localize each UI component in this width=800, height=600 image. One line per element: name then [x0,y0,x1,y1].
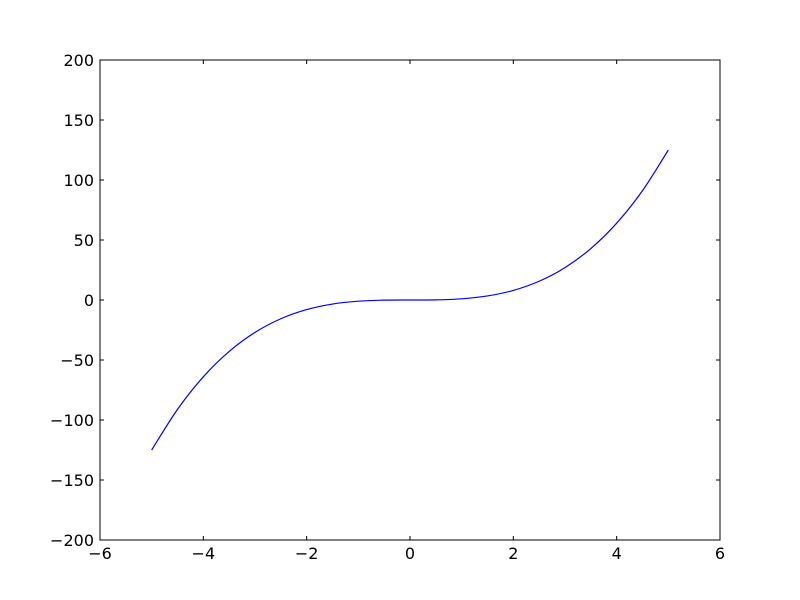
y-tick-label: 100 [63,171,94,190]
x-tick-label: 4 [612,544,622,563]
y-tick-label: −150 [50,471,94,490]
x-tick-label: 2 [508,544,518,563]
y-tick-label: 0 [84,291,94,310]
x-tick-label: −4 [192,544,216,563]
x-tick-label: 0 [405,544,415,563]
x-tick-label: −2 [295,544,319,563]
x-tick-label: −6 [88,544,112,563]
plot-frame [99,59,721,541]
y-tick-label: 50 [74,231,94,250]
y-tick-label: −50 [60,351,94,370]
y-tick-label: 150 [63,111,94,130]
x-tick-label: 6 [715,544,725,563]
y-tick-label: 200 [63,51,94,70]
y-tick-label: −100 [50,411,94,430]
y-tick-label: −200 [50,531,94,550]
series-line [151,149,669,451]
